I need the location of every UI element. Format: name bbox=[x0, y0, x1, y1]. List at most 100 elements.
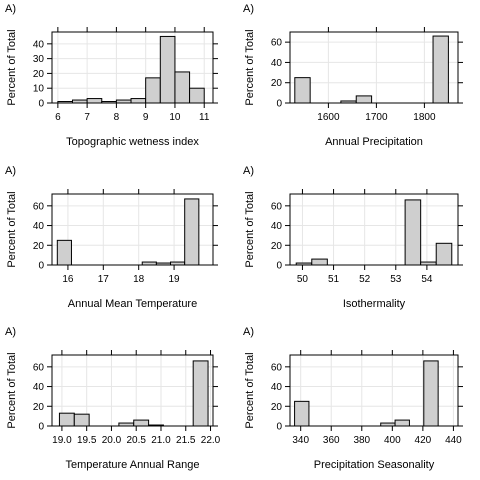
x-tick-label: 9 bbox=[143, 112, 149, 123]
x-tick-label: 340 bbox=[292, 435, 309, 446]
x-tick-label: 1700 bbox=[365, 112, 388, 123]
y-tick-label: 20 bbox=[271, 241, 283, 252]
x-tick-label: 6 bbox=[55, 112, 61, 123]
x-axis-title: Precipitation Seasonality bbox=[314, 459, 435, 471]
histogram-panel: A) 1600 1700 1800 0 20 40 60 Annual Precipitatio… bbox=[243, 3, 463, 148]
y-axis-title: Percent of Total bbox=[244, 352, 256, 428]
x-tick-label: 21.0 bbox=[151, 435, 171, 446]
x-tick-label: 20.5 bbox=[126, 435, 146, 446]
y-tick-label: 40 bbox=[33, 39, 45, 50]
y-tick-label: 40 bbox=[33, 221, 45, 232]
y-tick-label: 0 bbox=[38, 261, 44, 272]
panel-frame bbox=[51, 354, 214, 427]
histogram-bar bbox=[86, 98, 103, 104]
histogram-bar bbox=[56, 239, 72, 266]
histogram-bar bbox=[73, 413, 90, 427]
y-tick-label: 30 bbox=[33, 54, 45, 65]
x-tick-label: 16 bbox=[62, 274, 74, 285]
x-tick-label: 18 bbox=[133, 274, 145, 285]
x-tick-label: 54 bbox=[421, 274, 433, 285]
x-tick-label: 19.0 bbox=[52, 435, 72, 446]
y-axis-title: Percent of Total bbox=[244, 191, 256, 267]
x-tick-label: 380 bbox=[353, 435, 370, 446]
x-tick-label: 400 bbox=[384, 435, 401, 446]
panel-label: A) bbox=[5, 3, 16, 15]
y-tick-label: 60 bbox=[33, 362, 45, 373]
x-tick-label: 10 bbox=[169, 112, 181, 123]
y-tick-label: 60 bbox=[33, 201, 45, 212]
panel-label: A) bbox=[243, 3, 254, 15]
x-tick-label: 22.0 bbox=[201, 435, 221, 446]
histogram-bar bbox=[394, 419, 410, 427]
x-axis-title: Topographic wetness index bbox=[66, 136, 199, 148]
y-tick-label: 0 bbox=[276, 422, 282, 433]
x-tick-label: 19 bbox=[169, 274, 181, 285]
y-tick-label: 20 bbox=[271, 402, 283, 413]
histogram-bar bbox=[432, 35, 449, 104]
x-tick-label: 420 bbox=[415, 435, 432, 446]
panel-label: A) bbox=[243, 165, 254, 177]
y-tick-label: 40 bbox=[271, 58, 283, 69]
x-tick-label: 50 bbox=[297, 274, 309, 285]
x-axis-title: Annual Precipitation bbox=[325, 136, 423, 148]
histogram-bar bbox=[355, 95, 373, 104]
y-axis-title: Percent of Total bbox=[6, 352, 18, 428]
panel-label: A) bbox=[5, 326, 16, 338]
histogram-panel: A) 19.0 19.5 20.0 20.5 21.0 21.5 22.0 0 20 40 60 Tem… bbox=[5, 326, 221, 471]
histogram-bar bbox=[435, 242, 453, 266]
x-tick-label: 17 bbox=[98, 274, 110, 285]
x-tick-label: 360 bbox=[323, 435, 340, 446]
y-tick-label: 0 bbox=[276, 99, 282, 110]
histogram-panel: A) 340 360 380 400 420 440 0 20 40 60 Precipitation… bbox=[243, 326, 463, 471]
histogram-bar bbox=[294, 400, 310, 427]
histogram-bar bbox=[189, 87, 205, 104]
histogram-panel: A) 6 7 8 9 10 11 0 10 20 30 40 Topographic wetness i… bbox=[5, 3, 218, 148]
histogram-bar bbox=[184, 198, 200, 266]
y-tick-label: 40 bbox=[33, 382, 45, 393]
histogram-panel: A) 50 51 52 53 54 0 20 40 60 Isothermality Percent … bbox=[243, 165, 463, 310]
y-tick-label: 20 bbox=[33, 69, 45, 80]
x-tick-label: 11 bbox=[199, 112, 210, 123]
histogram-bar bbox=[130, 98, 147, 104]
histogram-bar bbox=[145, 77, 161, 104]
y-axis-title: Percent of Total bbox=[244, 29, 256, 105]
panel-frame bbox=[289, 354, 459, 427]
histogram-bar bbox=[58, 412, 75, 427]
y-tick-label: 60 bbox=[271, 362, 283, 373]
y-tick-label: 20 bbox=[33, 402, 45, 413]
x-tick-label: 20.0 bbox=[102, 435, 122, 446]
x-tick-label: 19.5 bbox=[77, 435, 97, 446]
histogram-bar bbox=[159, 35, 176, 104]
y-tick-label: 20 bbox=[33, 241, 45, 252]
histogram-bar bbox=[174, 71, 191, 104]
histogram-bar bbox=[311, 258, 328, 266]
x-tick-label: 1800 bbox=[413, 112, 436, 123]
y-tick-label: 60 bbox=[271, 38, 283, 49]
y-tick-label: 40 bbox=[271, 382, 283, 393]
x-axis-title: Temperature Annual Range bbox=[66, 459, 200, 471]
panel-frame bbox=[51, 31, 214, 104]
panel-frame bbox=[289, 193, 459, 266]
y-tick-label: 10 bbox=[33, 84, 45, 95]
x-tick-label: 8 bbox=[114, 112, 120, 123]
y-tick-label: 60 bbox=[271, 201, 283, 212]
y-tick-label: 0 bbox=[38, 99, 44, 110]
panel-frame bbox=[51, 193, 214, 266]
x-axis-title: Isothermality bbox=[343, 298, 406, 310]
y-tick-label: 0 bbox=[38, 422, 44, 433]
y-tick-label: 0 bbox=[276, 261, 282, 272]
x-tick-label: 1600 bbox=[317, 112, 340, 123]
y-tick-label: 40 bbox=[271, 221, 283, 232]
histogram-bar bbox=[133, 419, 150, 427]
histogram-panel: A) 16 17 18 19 0 20 40 60 Annual Mean Temperature… bbox=[5, 165, 218, 310]
panel-label: A) bbox=[243, 326, 254, 338]
x-tick-label: 7 bbox=[84, 112, 90, 123]
y-tick-label: 20 bbox=[271, 78, 283, 89]
histogram-bar bbox=[192, 360, 209, 427]
histogram-bar bbox=[294, 77, 311, 104]
panel-frame bbox=[289, 31, 459, 104]
y-axis-title: Percent of Total bbox=[6, 29, 18, 105]
x-tick-label: 52 bbox=[359, 274, 371, 285]
y-axis-title: Percent of Total bbox=[6, 191, 18, 267]
